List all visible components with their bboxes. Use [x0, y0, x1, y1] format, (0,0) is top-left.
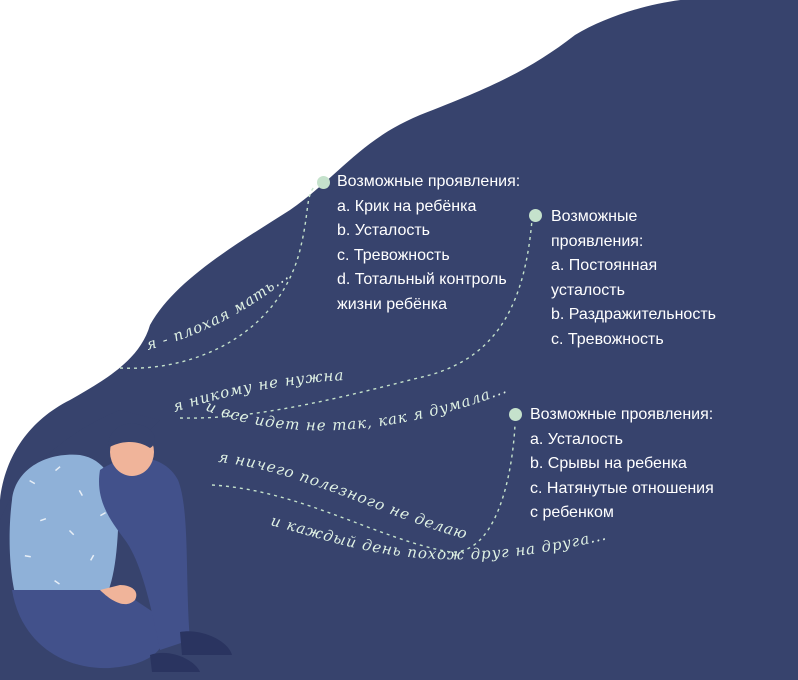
connector-1 [119, 184, 317, 369]
block-item: a. Крик на ребёнка [337, 197, 477, 215]
bullet-dot-1 [317, 176, 330, 189]
woman-figure [9, 423, 232, 672]
block-item: c. Натянутые отношения [530, 479, 714, 497]
block-item: b. Усталость [337, 222, 431, 239]
block-heading: проявления: [551, 232, 644, 250]
connector-2 [179, 219, 533, 419]
block-item: a. Усталость [530, 430, 624, 448]
legs [99, 457, 190, 650]
block-heading: Возможные [551, 208, 638, 225]
bullet-dot-2 [529, 209, 542, 222]
manifestations-block-2: Возможные проявления: a. Постоянная уста… [551, 205, 716, 352]
manifestations-block-3: Возможные проявления: a. Усталость b. Ср… [530, 403, 714, 526]
shoe-left [150, 652, 200, 672]
connector-3 [211, 424, 516, 553]
manifestations-block-1: Возможные проявления: a. Крик на ребёнка… [337, 170, 520, 317]
arm [100, 585, 137, 605]
block-item: усталость [551, 281, 625, 299]
block-heading: Возможные проявления: [530, 406, 714, 423]
block-item: d. Тотальный контроль [337, 271, 507, 288]
block-item: b. Срывы на ребенка [530, 455, 687, 472]
shoe-right [180, 631, 232, 655]
sweater [9, 454, 119, 610]
block-item: с ребенком [530, 504, 614, 521]
block-item: a. Постоянная [551, 257, 658, 274]
head-hair [108, 423, 155, 448]
block-item: c. Тревожность [551, 330, 664, 348]
block-item: жизни ребёнка [337, 295, 447, 313]
block-item: c. Тревожность [337, 246, 450, 264]
pants-seat [12, 590, 166, 669]
block-heading: Возможные проявления: [337, 173, 521, 190]
bullet-dot-3 [509, 408, 522, 421]
block-item: b. Раздражительность [551, 306, 716, 323]
